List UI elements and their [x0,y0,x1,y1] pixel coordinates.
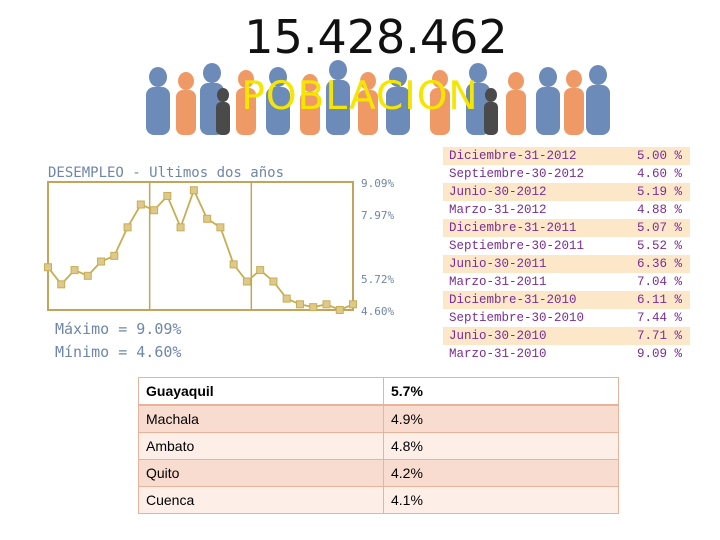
quarter-date: Septiembre-30-2011 [449,239,585,253]
data-point [203,214,212,223]
quarter-row: Septiembre-30-2010 7.44 % [443,309,690,327]
quarter-row: Junio-30-2012 5.19 % [443,183,690,201]
quarter-rate: 7.71 % [637,329,683,343]
data-point [349,300,357,309]
quarter-rate: 7.04 % [637,275,683,289]
city-name: Ambato [138,432,384,460]
quarter-rate: 6.36 % [637,257,683,271]
quarter-date: Junio-30-2011 [449,257,547,271]
y-tick-label: 5.72% [361,273,394,286]
y-tick-label: 4.60% [361,305,394,318]
data-point [123,223,132,232]
quarter-date: Diciembre-31-2011 [449,221,577,235]
quarter-date: Septiembre-30-2012 [449,167,585,181]
quarter-row: Septiembre-30-2012 4.60 % [443,165,690,183]
city-rate: 4.1% [383,486,619,514]
quarter-row: Marzo-31-2010 9.09 % [443,345,690,363]
people-silhouettes-image [146,60,610,135]
series-line [47,187,354,311]
city-name: Quito [138,459,384,487]
data-point [136,200,145,209]
quarter-date: Marzo-31-2012 [449,203,547,217]
y-tick-label: 7.97% [361,209,394,222]
city-rate: 4.9% [383,404,619,433]
data-point [44,263,52,272]
plot-frame [47,181,354,311]
quarterly-rates-list: Diciembre-31-2012 5.00 % Septiembre-30-201… [443,147,690,363]
quarter-rate: 5.07 % [637,221,683,235]
unemployment-line-chart: 9.09% 7.97% 5.72% 4.60% [44,177,394,318]
quarter-date: Junio-30-2012 [449,185,547,199]
city-rate: 4.2% [383,459,619,487]
data-point [322,300,331,309]
quarter-row: Junio-30-2010 7.71 % [443,327,690,345]
quarter-rate: 5.52 % [637,239,683,253]
data-point [70,266,79,275]
table-row: Ambato 4.8% [138,432,619,460]
data-point [83,271,92,280]
population-total: 15.428.462 [244,10,508,64]
data-point [216,223,225,232]
city-name: Guayaquil [138,377,384,406]
quarter-row: Diciembre-31-2011 5.07 % [443,219,690,237]
y-tick-label: 9.09% [361,177,394,190]
quarter-date: Septiembre-30-2010 [449,311,585,325]
data-point [97,257,106,266]
chart-title: DESEMPLEO - Ultimos dos años [48,165,285,181]
table-row: Cuenca 4.1% [138,486,619,514]
city-unemployment-table: Guayaquil 5.7% Machala 4.9% Ambato 4.8% Quito 4… [138,377,619,514]
city-name: Machala [138,404,384,433]
quarter-rate: 4.60 % [637,167,683,181]
quarter-date: Junio-30-2010 [449,329,547,343]
data-point [150,206,159,215]
data-point [282,294,291,303]
quarter-row: Marzo-31-2011 7.04 % [443,273,690,291]
banner-title: POBLACION [241,74,479,119]
data-point [242,277,251,286]
city-name: Cuenca [138,486,384,514]
table-row: Machala 4.9% [138,404,619,433]
population-banner [128,55,615,135]
data-point [309,303,318,312]
data-point [57,280,66,289]
quarter-date: Diciembre-31-2012 [449,149,577,163]
quarter-rate: 4.88 % [637,203,683,217]
table-row: Quito 4.2% [138,459,619,487]
data-point [295,300,304,309]
quarter-rate: 9.09 % [637,347,683,361]
data-point [335,306,344,314]
data-point [229,260,238,269]
quarter-date: Marzo-31-2011 [449,275,547,289]
data-point [176,223,185,232]
table-row: Guayaquil 5.7% [138,377,619,406]
data-point [163,191,172,200]
quarter-date: Marzo-31-2010 [449,347,547,361]
data-point [269,277,278,286]
city-rate: 4.8% [383,432,619,460]
quarter-rate: 6.11 % [637,293,683,307]
min-value-label: Mínimo = 4.60% [55,343,182,361]
city-rate: 5.7% [383,377,619,406]
quarter-row: Septiembre-30-2011 5.52 % [443,237,690,255]
quarter-rate: 5.00 % [637,149,683,163]
quarter-rate: 5.19 % [637,185,683,199]
max-value-label: Máximo = 9.09% [55,320,182,338]
quarter-row: Diciembre-31-2012 5.00 % [443,147,690,165]
quarter-row: Marzo-31-2012 4.88 % [443,201,690,219]
quarter-row: Junio-30-2011 6.36 % [443,255,690,273]
quarter-rate: 7.44 % [637,311,683,325]
data-point [256,266,265,275]
quarter-date: Diciembre-31-2010 [449,293,577,307]
data-point [110,251,119,260]
data-point [189,186,198,195]
quarter-row: Diciembre-31-2010 6.11 % [443,291,690,309]
